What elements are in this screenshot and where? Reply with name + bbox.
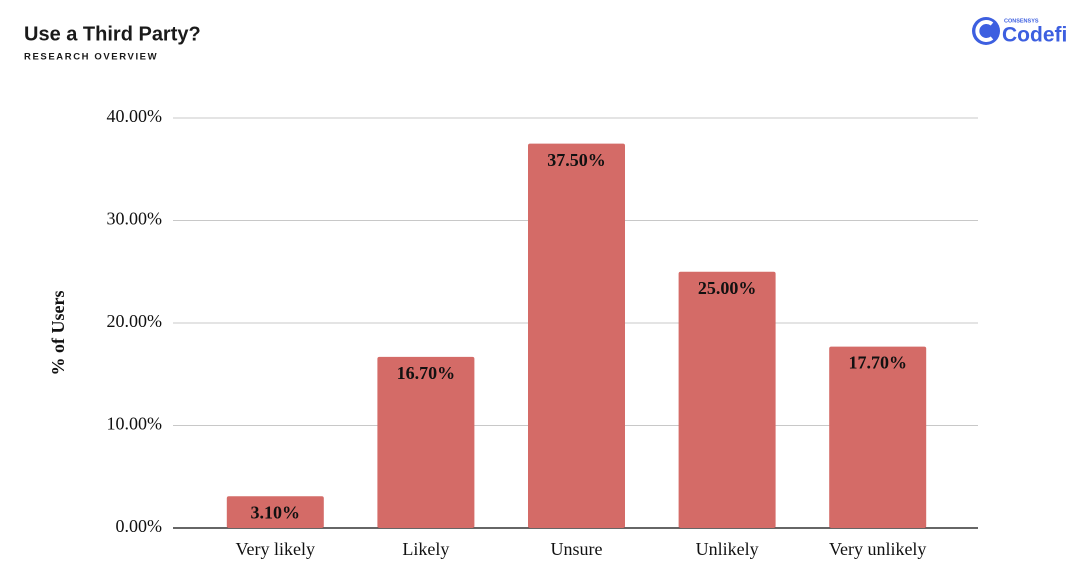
bar — [226, 496, 324, 528]
x-tick-label: Likely — [402, 539, 449, 559]
y-tick-label: 10.00% — [107, 414, 163, 434]
logo-icon-mark — [975, 20, 994, 42]
x-tick-label: Unsure — [551, 539, 603, 559]
logo-name: Codefi — [1002, 24, 1067, 47]
bar — [829, 346, 927, 528]
bar — [377, 356, 475, 528]
y-axis-label: % of Users — [48, 291, 68, 376]
y-tick-label: 0.00% — [116, 516, 163, 536]
x-tick-label: Very likely — [236, 539, 315, 559]
y-tick-label: 20.00% — [107, 311, 163, 331]
y-tick-label: 30.00% — [107, 209, 163, 229]
logo-brand: CONSENSYS — [1004, 18, 1039, 24]
logo: CONSENSYS Codefi — [972, 17, 1067, 47]
value-label: 3.10% — [251, 502, 301, 522]
value-label: 16.70% — [397, 363, 456, 383]
bar — [678, 271, 776, 528]
chart-subtitle: RESEARCH OVERVIEW — [24, 52, 158, 63]
value-label: 17.70% — [848, 353, 907, 373]
chart-title: Use a Third Party? — [24, 23, 201, 45]
y-tick-label: 40.00% — [107, 106, 163, 126]
x-tick-label: Unlikely — [696, 539, 759, 559]
bar — [528, 143, 625, 528]
value-label: 25.00% — [698, 278, 757, 298]
value-label: 37.50% — [547, 150, 606, 170]
x-tick-label: Very unlikely — [829, 539, 926, 559]
